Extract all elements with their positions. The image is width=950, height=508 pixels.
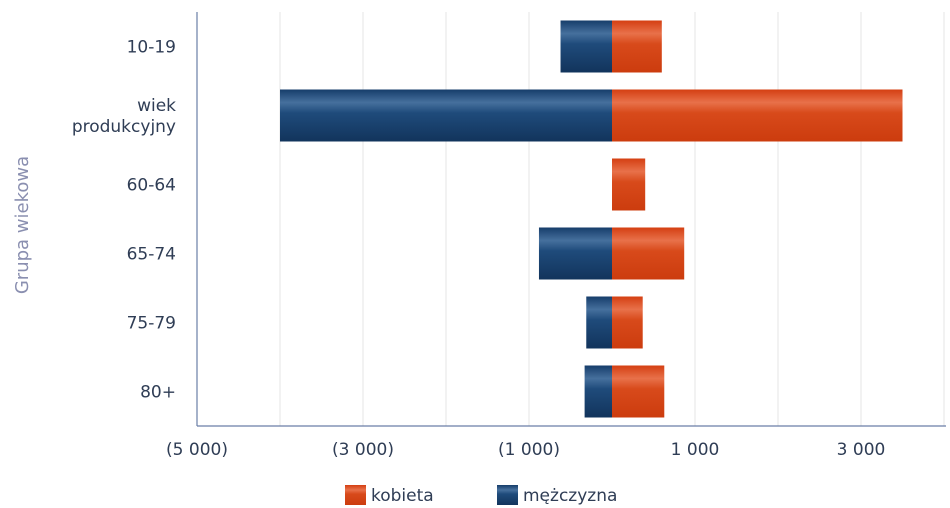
y-axis-title: Grupa wiekowa [12, 156, 33, 294]
bar-kobieta [612, 365, 665, 418]
bars [280, 20, 903, 418]
category-label: produkcyjny [72, 117, 176, 137]
bar-kobieta [612, 89, 903, 142]
legend-label: mężczyzna [523, 486, 617, 506]
bar-mezczyzna [280, 89, 612, 142]
legend-swatch-mezczyzna [497, 485, 518, 505]
x-tick-label: (5 000) [166, 440, 228, 460]
bar-mezczyzna [560, 20, 612, 73]
x-tick-label: (3 000) [332, 440, 394, 460]
bar-kobieta [612, 227, 685, 280]
axes: (5 000) (3 000) (1 000) 1 000 3 000 10-19 wiek… [72, 12, 946, 460]
category-label: 60-64 [127, 176, 176, 196]
x-tick-label: 3 000 [837, 440, 886, 460]
bar-kobieta [612, 296, 643, 349]
x-tick-label: (1 000) [498, 440, 560, 460]
gridlines [196, 12, 945, 426]
category-label: wiek [137, 96, 176, 116]
bar-mezczyzna [538, 227, 612, 280]
legend: kobieta mężczyzna [345, 485, 617, 506]
legend-swatch-kobieta [345, 485, 366, 505]
bar-kobieta [612, 158, 646, 211]
legend-label: kobieta [371, 486, 434, 506]
bar-kobieta [612, 20, 662, 73]
category-label: 10-19 [127, 38, 176, 58]
bar-mezczyzna [586, 296, 612, 349]
category-label: 75-79 [127, 314, 176, 334]
category-label: 65-74 [127, 245, 176, 265]
bar-mezczyzna [584, 365, 612, 418]
x-tick-label: 1 000 [671, 440, 720, 460]
category-label: 80+ [140, 383, 176, 403]
